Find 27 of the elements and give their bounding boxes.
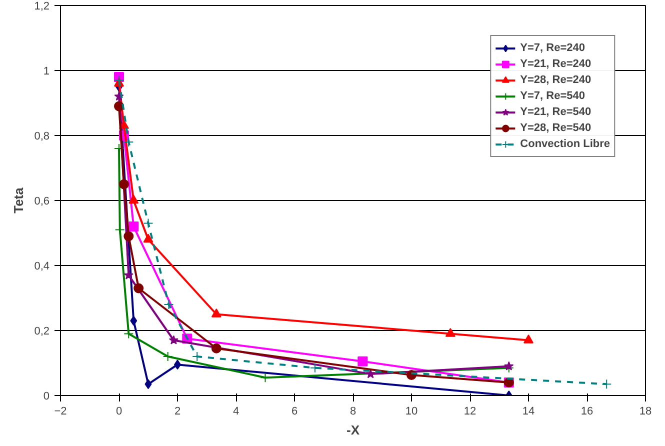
x-tick-label: 16 — [580, 406, 594, 418]
y-tick-label: 0,8 — [34, 130, 50, 142]
x-tick-label: 12 — [464, 406, 476, 418]
x-tick-label: −2 — [54, 406, 67, 418]
x-tick-label: 2 — [174, 406, 181, 418]
y-tick-label: 0 — [43, 390, 50, 402]
y-tick-label: 0,2 — [34, 326, 50, 338]
x-tick-label: 8 — [350, 406, 356, 418]
x-tick-label: 18 — [639, 406, 652, 418]
legend-label: Y=21, Re=540 — [520, 105, 592, 120]
y-tick-label: 1 — [43, 66, 50, 78]
legend-label: Y=28, Re=540 — [520, 121, 592, 136]
legend-label: Y=7, Re=240 — [520, 41, 585, 56]
y-tick-label: 0,6 — [34, 196, 50, 208]
x-axis-title: -X — [346, 422, 360, 438]
x-tick-label: 6 — [291, 406, 298, 418]
legend-label: Convection Libre — [520, 137, 610, 152]
x-tick-label: 0 — [116, 406, 122, 418]
y-tick-label: 1,2 — [34, 0, 50, 12]
x-tick-label: 14 — [522, 406, 535, 418]
x-tick-label: 4 — [232, 406, 240, 418]
x-tick-label: 10 — [405, 406, 418, 418]
legend-label: Y=21, Re=240 — [520, 57, 592, 72]
legend-label: Y=28, Re=240 — [520, 73, 592, 88]
y-tick-label: 0,4 — [34, 260, 50, 272]
y-axis-title: Teta — [11, 186, 26, 214]
legend-label: Y=7, Re=540 — [520, 89, 585, 104]
